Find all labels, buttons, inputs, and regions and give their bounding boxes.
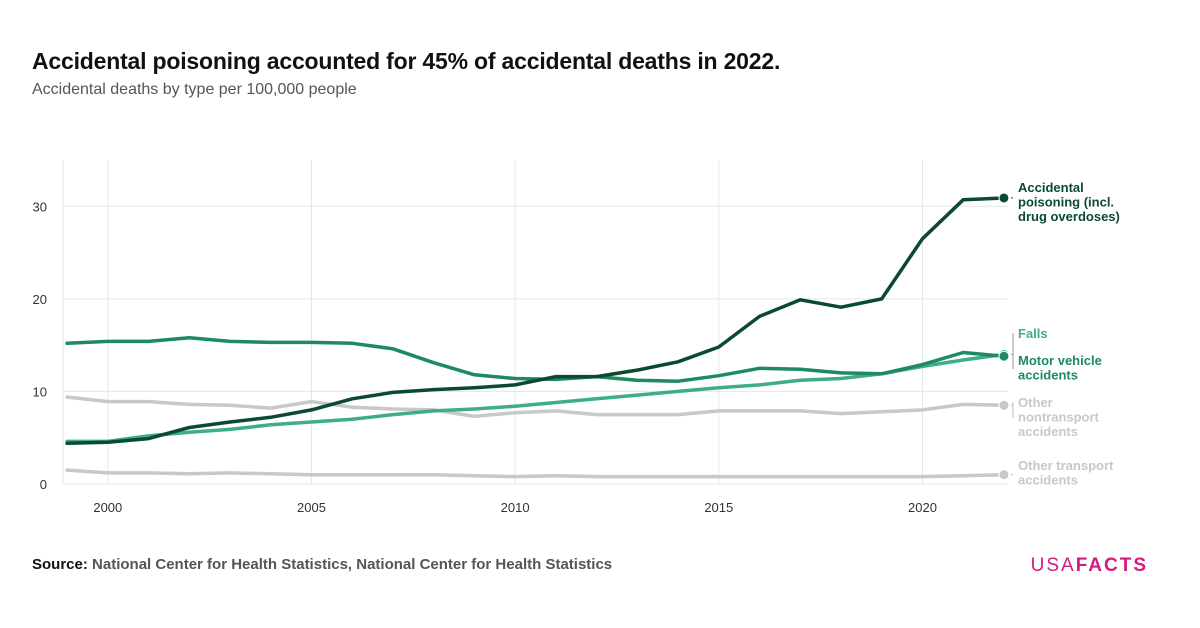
series-label-falls: Falls xyxy=(1018,326,1048,341)
series-label-line: Motor vehicle xyxy=(1018,353,1102,368)
series-label-other_nontransport: Other nontransport accidents xyxy=(1018,395,1100,439)
x-tick-label: 2000 xyxy=(93,500,122,515)
series-line-motor xyxy=(65,335,1006,383)
series-label-other_transport: Other transport accidents xyxy=(1018,458,1114,488)
x-tick-label: 2005 xyxy=(297,500,326,515)
series-label-line: nontransport xyxy=(1018,410,1100,425)
y-tick-label: 20 xyxy=(33,292,47,307)
axis-layer: 0 10 20 30 2000 2005 2010 2015 2020 xyxy=(33,199,937,515)
x-tick-label: 2015 xyxy=(704,500,733,515)
series-line-other_nontransport xyxy=(65,395,1006,419)
y-tick-label: 0 xyxy=(40,477,47,492)
series-label-line: Other transport xyxy=(1018,458,1114,473)
series-label-line: Other xyxy=(1018,395,1053,410)
series-label-line: Falls xyxy=(1018,326,1048,341)
series-end-marker-poisoning xyxy=(998,192,1010,204)
series-label-line: drug overdoses) xyxy=(1018,209,1120,224)
y-tick-label: 30 xyxy=(33,199,47,214)
source-note: Source: National Center for Health Stati… xyxy=(32,556,612,573)
series-line-poisoning xyxy=(65,196,1006,446)
series-label-motor: Motor vehicle accidents xyxy=(1018,353,1102,383)
series-end-marker-other_nontransport xyxy=(998,399,1010,411)
grid-layer xyxy=(62,160,1008,485)
source-label: Source: xyxy=(32,556,88,573)
series-line-falls xyxy=(65,352,1006,444)
series-line-other_transport xyxy=(65,468,1006,479)
x-tick-label: 2010 xyxy=(501,500,530,515)
logo-usa: USA xyxy=(1030,555,1076,576)
series-end-marker-motor xyxy=(998,350,1010,362)
series-label-line: accidents xyxy=(1018,368,1078,383)
logo-facts: FACTS xyxy=(1075,555,1148,576)
chart-subtitle: Accidental deaths by type per 100,000 pe… xyxy=(32,81,357,98)
series-label-poisoning: Accidental poisoning (incl. drug overdoses… xyxy=(1018,180,1120,224)
series-layer xyxy=(65,192,1010,481)
source-text: National Center for Health Statistics, N… xyxy=(92,556,613,573)
series-label-line: Accidental xyxy=(1018,180,1084,195)
series-end-marker-other_transport xyxy=(998,469,1010,481)
x-tick-label: 2020 xyxy=(908,500,937,515)
usafacts-logo: USAFACTS xyxy=(1031,555,1148,577)
series-label-line: accidents xyxy=(1018,473,1078,488)
series-label-line: accidents xyxy=(1018,424,1078,439)
y-tick-label: 10 xyxy=(33,384,47,399)
chart-title: Accidental poisoning accounted for 45% o… xyxy=(32,48,781,74)
series-label-line: poisoning (incl. xyxy=(1018,195,1114,210)
